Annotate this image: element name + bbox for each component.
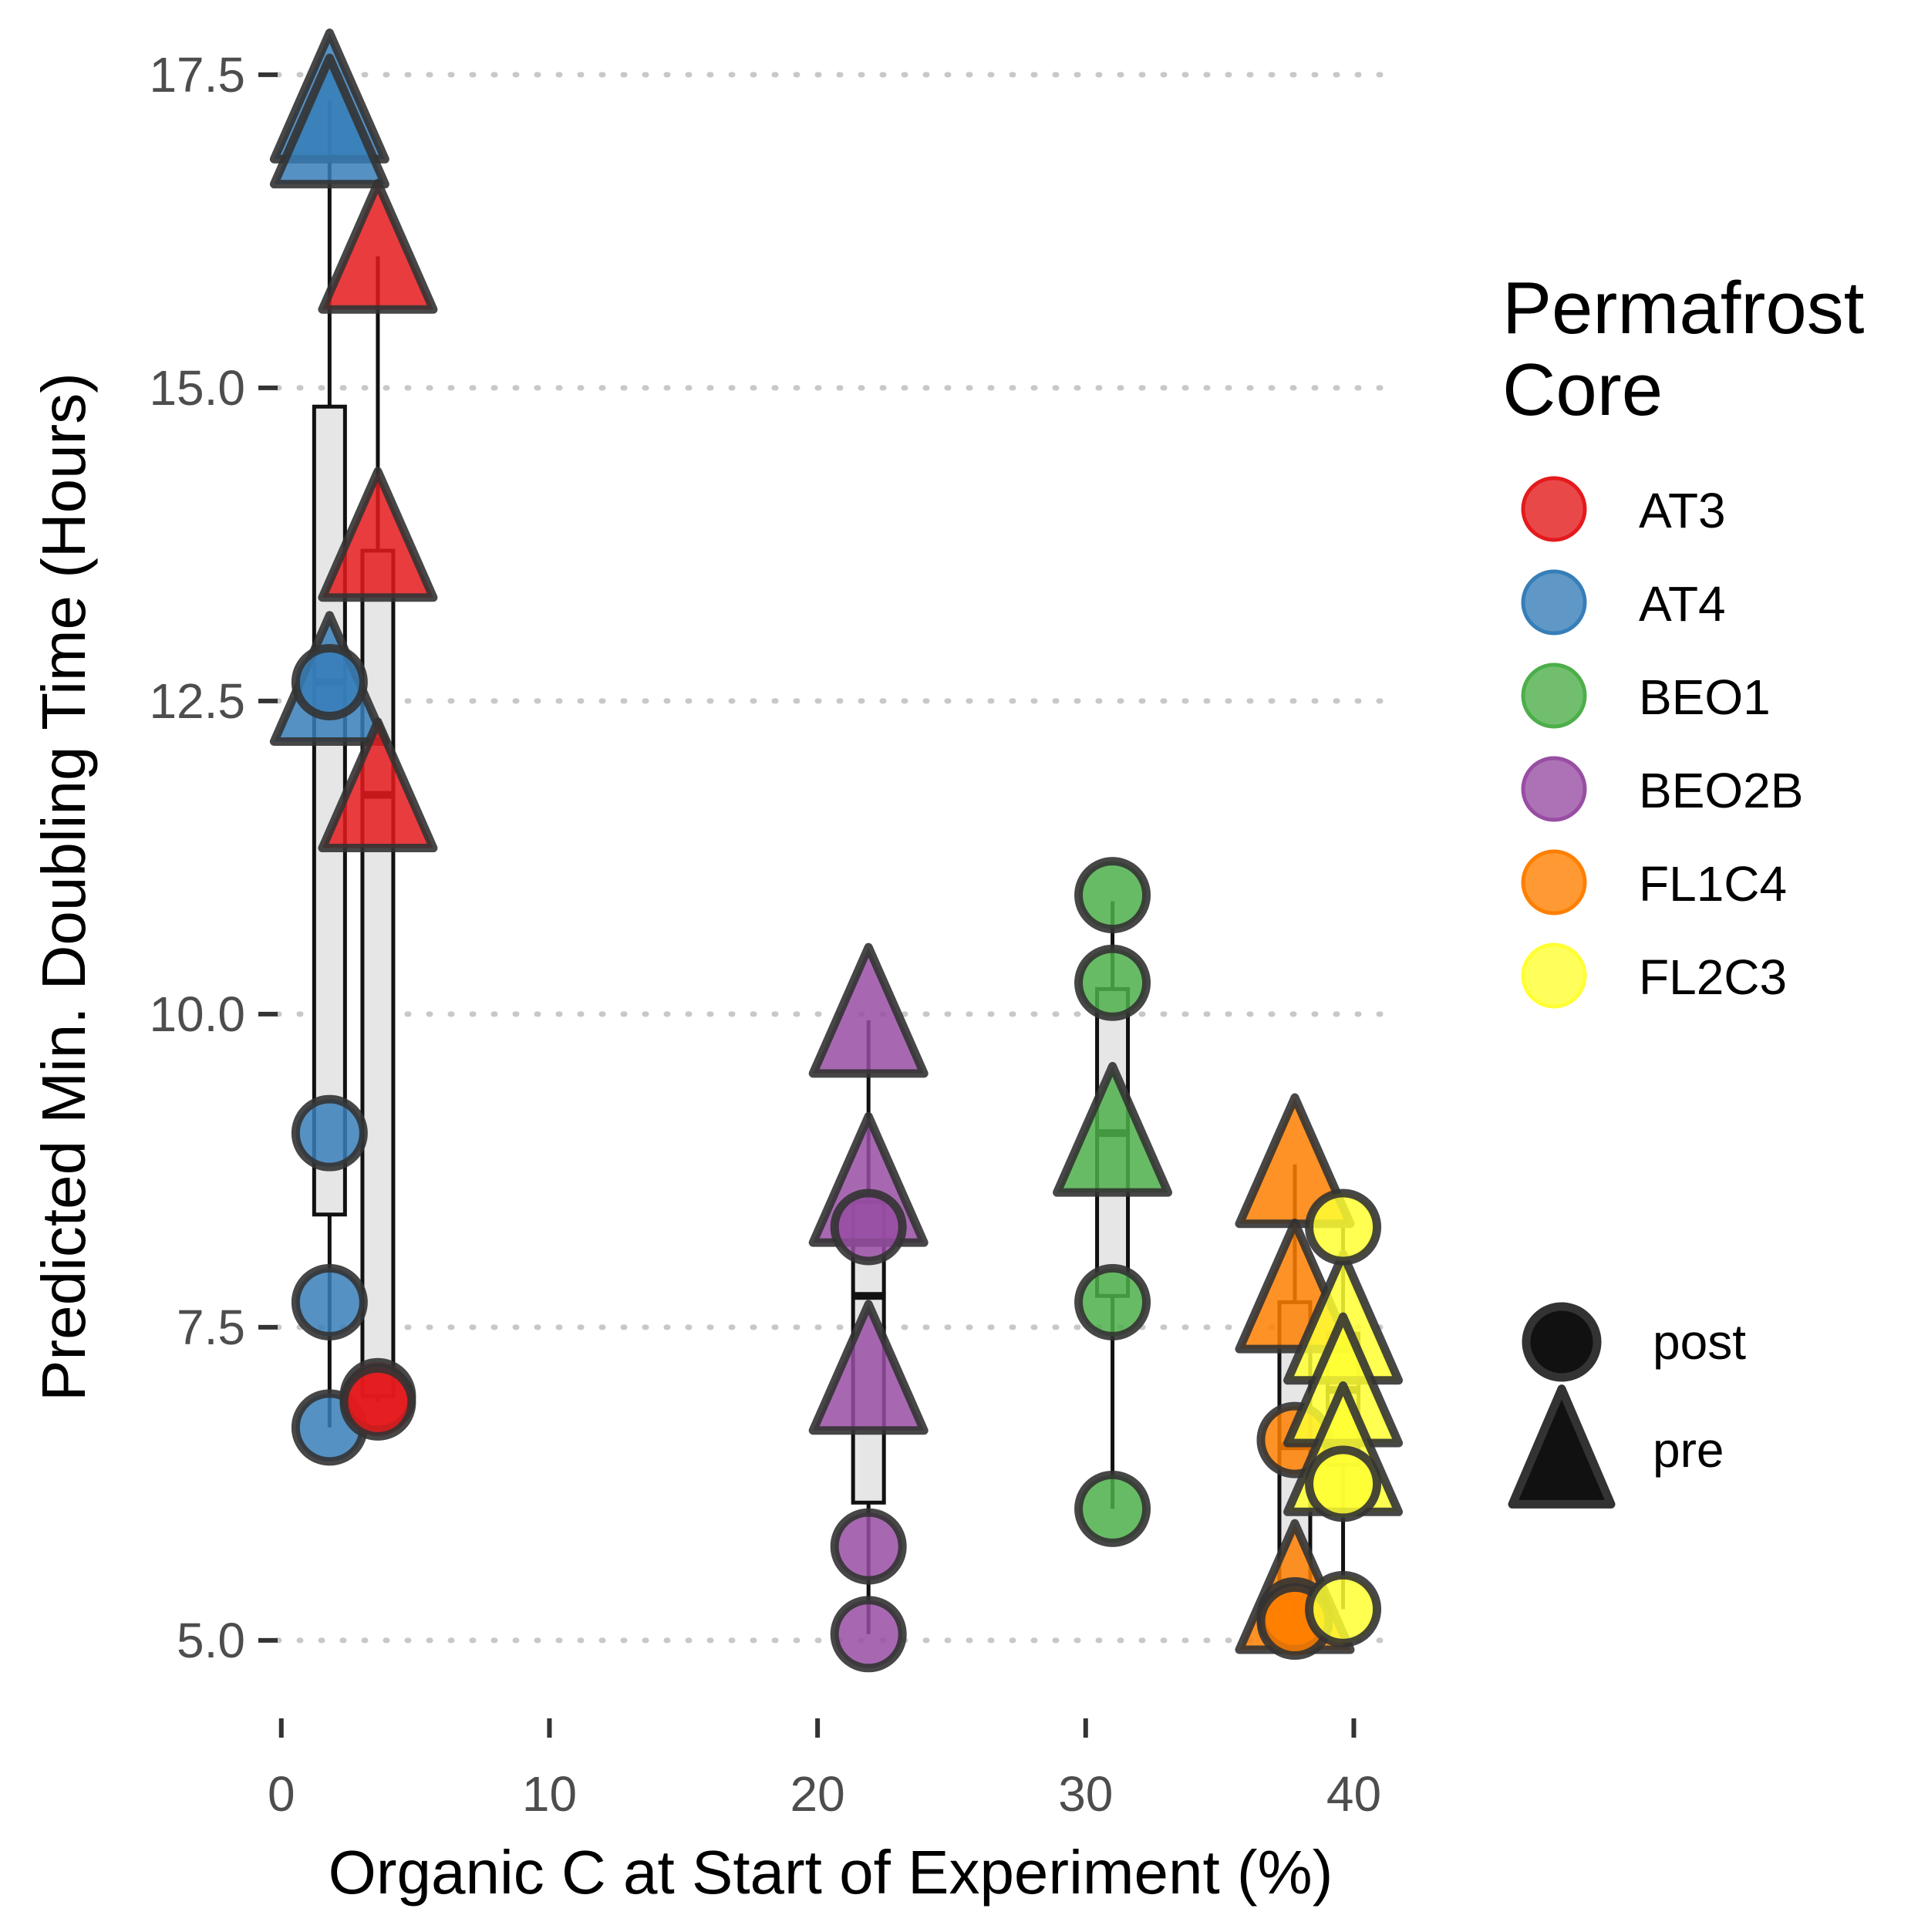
legend-label-beo1: BEO1 — [1639, 669, 1771, 725]
legend-key-fl1c4 — [1521, 849, 1587, 915]
axes: 5.0 7.5 10.0 12.5 15.0 17.5 0 10 20 30 40 — [149, 47, 1381, 1822]
legend-label-fl1c4: FL1C4 — [1639, 856, 1787, 912]
point-pre-beo2b — [808, 942, 929, 1078]
y-tick-label: 7.5 — [177, 1300, 245, 1355]
point-post-beo1 — [1074, 857, 1151, 934]
point-pre-at3 — [318, 178, 438, 314]
legend-key-at4 — [1521, 569, 1587, 636]
point-pre-beo2b — [808, 1300, 929, 1435]
x-tick-label: 10 — [522, 1766, 577, 1822]
point-post-at4 — [291, 644, 368, 721]
x-tick-label: 40 — [1326, 1766, 1381, 1822]
legend-key-pre — [1508, 1384, 1616, 1509]
point-pre-at3 — [318, 717, 438, 853]
point-post-at4 — [291, 1094, 368, 1172]
x-tick-label: 0 — [268, 1766, 295, 1822]
y-tick-label: 5.0 — [177, 1613, 245, 1668]
legend-title-line2: Core — [1502, 349, 1663, 431]
legend-label-fl2c3: FL2C3 — [1639, 949, 1787, 1005]
legend-label-at3: AT3 — [1639, 483, 1726, 538]
x-tick-label: 30 — [1058, 1766, 1113, 1822]
y-tick-label: 17.5 — [149, 47, 245, 103]
point-post-fl2c3 — [1305, 1445, 1382, 1522]
legend-label-beo2b: BEO2B — [1639, 763, 1803, 818]
y-tick-label: 12.5 — [149, 673, 245, 729]
point-post-at4 — [291, 1263, 368, 1340]
x-tick-label: 20 — [790, 1766, 845, 1822]
legend-title-line1: Permafrost — [1502, 267, 1864, 349]
point-post-fl2c3 — [1305, 1189, 1382, 1266]
y-tick-label: 15.0 — [149, 360, 245, 416]
y-tick-label: 10.0 — [149, 986, 245, 1042]
point-post-beo2b — [830, 1508, 907, 1585]
legend-key-post — [1522, 1302, 1602, 1382]
point-pre-at4 — [269, 53, 389, 189]
y-axis-title: Predicted Min. Doubling Time (Hours) — [29, 373, 98, 1401]
point-post-fl2c3 — [1305, 1570, 1382, 1647]
legend-key-at3 — [1521, 476, 1587, 542]
x-axis-title: Organic C at Start of Experiment (%) — [329, 1838, 1333, 1907]
legend-label-at4: AT4 — [1639, 576, 1726, 632]
point-post-beo2b — [830, 1189, 907, 1266]
legend-label-post: post — [1653, 1314, 1746, 1370]
legend-key-beo2b — [1521, 756, 1587, 822]
legend-key-fl2c3 — [1521, 942, 1587, 1009]
point-pre-at3 — [318, 467, 438, 602]
point-post-beo1 — [1074, 1263, 1151, 1340]
point-pre-beo1 — [1053, 1061, 1173, 1197]
legend: AT3 AT4 BEO1 BEO2B FL1C4 FL2C3 post pre — [1508, 476, 1803, 1509]
legend-label-pre: pre — [1653, 1422, 1724, 1478]
point-post-beo2b — [830, 1596, 907, 1673]
point-post-beo1 — [1074, 1470, 1151, 1547]
point-post-beo1 — [1074, 944, 1151, 1021]
point-post-at3 — [339, 1364, 416, 1441]
data-points — [269, 29, 1404, 1673]
legend-key-beo1 — [1521, 663, 1587, 729]
